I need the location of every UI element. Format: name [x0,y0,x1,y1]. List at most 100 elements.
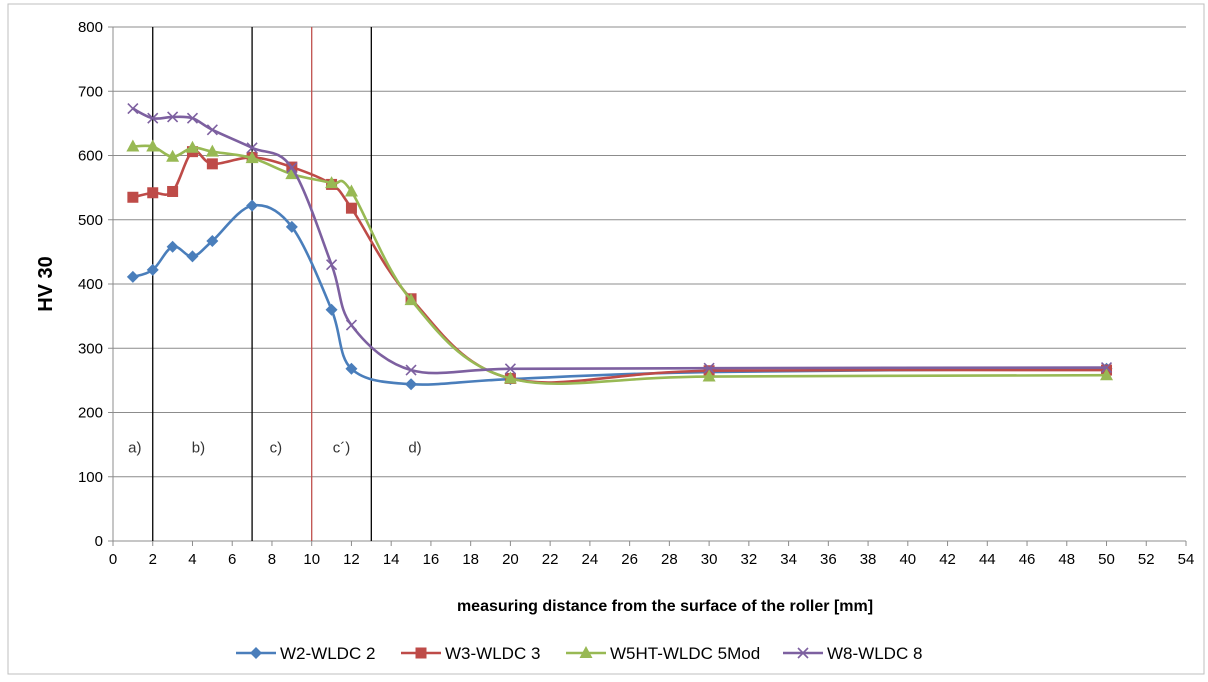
data-point [167,185,179,197]
x-tick-label: 40 [899,551,916,568]
zone-dividers [152,27,372,541]
legend-label: W3-WLDC 3 [445,644,540,663]
series-line [132,149,1107,384]
data-point [166,240,179,253]
y-axis-label: HV 30 [35,256,57,312]
data-point [146,139,160,152]
data-point [345,202,357,214]
x-tick-label: 38 [860,551,877,568]
x-tick-label: 30 [701,551,718,568]
data-point [1100,361,1113,374]
data-point [325,303,338,316]
data-point [703,362,715,374]
data-point [503,371,517,384]
x-tick-label: 2 [149,551,157,568]
x-tick-label: 50 [1098,551,1115,568]
y-tick-label: 500 [78,212,103,229]
x-tick-label: 32 [741,551,758,568]
x-tick-label: 10 [303,551,320,568]
y-tick-label: 600 [78,148,103,165]
data-point [205,144,219,157]
data-point [206,158,218,170]
x-tick-label: 26 [621,551,638,568]
legend-marker [579,646,593,658]
series-line [132,107,1107,375]
series-line [132,203,1107,386]
data-point [246,199,259,212]
data-point [344,184,358,197]
data-point [404,293,418,306]
data-point [285,220,298,233]
data-point [345,319,358,331]
y-tick-label: 0 [95,533,103,550]
x-tick-label: 4 [188,551,196,568]
legend-label: W2-WLDC 2 [280,644,375,663]
data-point [345,362,358,375]
series-line [132,144,1107,386]
x-tick-label: 24 [582,551,599,568]
data-point [147,187,159,199]
data-point [325,176,339,189]
legend-item-2: W3-WLDC 3 [401,644,540,663]
legend-item-3: W5HT-WLDC 5Mod [566,644,760,663]
data-point [245,151,259,164]
x-tick-label: 8 [268,551,276,568]
y-tick-label: 100 [78,469,103,486]
x-tick-label: 44 [979,551,996,568]
gridlines [113,26,1186,478]
data-point [126,139,140,152]
data-point [286,162,298,174]
x-tick-label: 36 [820,551,837,568]
x-tick-label: 0 [109,551,117,568]
data-point [702,369,716,382]
x-tick-label: 28 [661,551,678,568]
series-3 [126,139,1114,386]
y-tick-label: 300 [78,340,103,357]
legend-marker [250,647,262,659]
data-point [285,167,299,180]
data-point [185,140,199,153]
data-point [206,124,218,136]
y-tick-label: 800 [78,19,103,36]
x-tick-label: 22 [542,551,559,568]
x-axis-label: measuring distance from the surface of t… [457,598,873,615]
x-tick-label: 16 [423,551,440,568]
series-4 [127,103,1113,376]
x-tick-label: 46 [1019,551,1036,568]
zone-labels: a) b) c) c´) d) [128,439,422,456]
x-tick-label: 14 [383,551,400,568]
x-tick-label: 12 [343,551,360,568]
x-tick-label: 52 [1138,551,1155,568]
data-point [127,103,139,115]
y-tick-label: 700 [78,83,103,100]
zone-label: d) [408,439,421,456]
x-tick-label: 6 [228,551,236,568]
data-point [166,149,180,162]
series-group [126,103,1114,391]
chart-frame [7,3,1205,675]
x-tick-label: 20 [502,551,519,568]
legend-label: W5HT-WLDC 5Mod [610,644,760,663]
x-tick-label: 42 [939,551,956,568]
x-tick-label: 18 [462,551,479,568]
zone-label: a) [128,439,141,456]
data-point [167,111,179,123]
data-point [504,363,516,375]
data-point [326,259,338,271]
legend: W2-WLDC 2 W3-WLDC 3 W5HT-WLDC 5Mod W8-WLDC … [236,644,922,663]
y-tick-label: 400 [78,276,103,293]
data-point [186,250,199,263]
data-point [246,142,258,154]
data-point [186,112,199,124]
data-point [147,112,159,124]
zone-label: b) [192,439,205,456]
data-point [206,234,219,247]
data-point [126,270,139,283]
x-tick-label: 54 [1178,551,1195,568]
legend-item-1: W2-WLDC 2 [236,644,375,663]
data-point [1100,368,1114,381]
zone-label: c´) [333,439,351,456]
